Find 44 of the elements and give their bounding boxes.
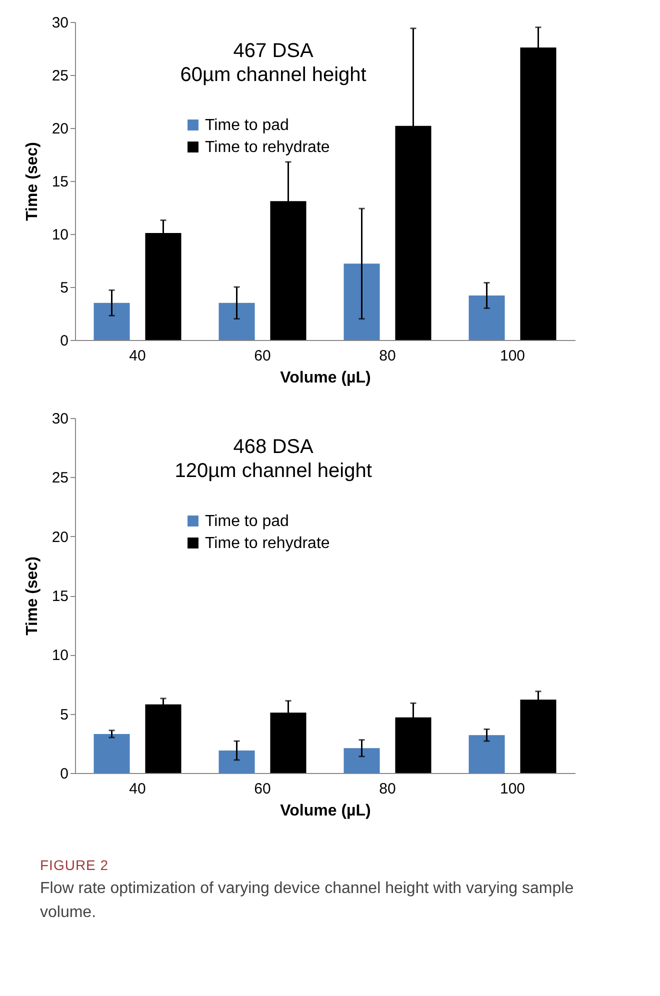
y-tick-label: 20: [52, 120, 68, 138]
y-tick-label: 10: [52, 226, 68, 244]
text: Flow rate optimization of varying device channel height with varying sample volume.: [40, 879, 575, 923]
legend-label: Time to pad: [205, 117, 289, 134]
x-tick-label: 60: [254, 780, 271, 798]
x-tick-label: 60: [254, 348, 271, 364]
bar: [468, 295, 505, 340]
bar: [344, 748, 380, 773]
legend-label: Time to rehydrate: [205, 535, 330, 552]
x-axis-title: Volume (µL): [280, 370, 371, 386]
bar: [218, 750, 255, 773]
y-tick-label: 30: [52, 14, 68, 32]
y-tick-label: 25: [52, 470, 68, 487]
y-tick-label: 20: [52, 528, 68, 546]
bar: [344, 264, 380, 340]
y-tick-label: 0: [60, 766, 68, 782]
x-tick-label: 80: [379, 780, 396, 798]
y-axis-title: Time (sec): [24, 556, 41, 636]
caption: FIGURE 2: [40, 857, 110, 873]
text: 467 DSA: [233, 40, 314, 62]
y-tick-label: 15: [52, 174, 68, 190]
x-tick-label: 100: [500, 780, 526, 798]
bar: [468, 735, 505, 773]
x-tick-label: 80: [379, 348, 396, 364]
x-axis-title: Volume (µL): [280, 802, 371, 820]
text: 120µm channel height: [174, 460, 372, 482]
y-tick-label: 5: [60, 280, 68, 296]
text: 60µm channel height: [180, 64, 367, 86]
y-tick-label: 10: [52, 647, 68, 664]
y-axis-title: Time (sec): [24, 142, 41, 221]
y-tick-label: 25: [52, 68, 68, 84]
bar: [218, 302, 255, 340]
y-tick-label: 5: [60, 706, 68, 724]
x-tick-label: 40: [129, 780, 146, 798]
legend-label: Time to rehydrate: [205, 139, 330, 156]
bar: [94, 734, 130, 773]
text: 468 DSA: [233, 436, 314, 458]
bar: [94, 302, 130, 340]
x-tick-label: 100: [500, 348, 526, 364]
x-tick-label: 40: [129, 348, 146, 364]
legend-label: Time to pad: [205, 513, 289, 530]
y-tick-label: 0: [60, 332, 68, 350]
y-tick-label: 30: [52, 410, 68, 428]
y-tick-label: 15: [52, 588, 68, 605]
